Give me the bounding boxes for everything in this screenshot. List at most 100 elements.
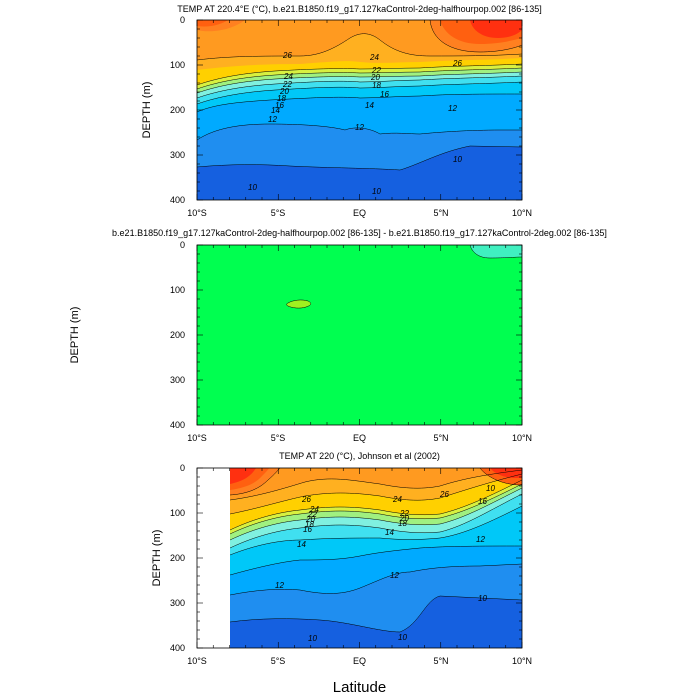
panel-1: TEMP AT 220.4°E (°C), b.e21.B1850.f19_g1… [141, 4, 542, 218]
x-tick-label: 5°S [271, 656, 286, 666]
panel-2-y-ticks: 0 100 200 300 400 [170, 240, 185, 430]
contour-label: 20 [305, 515, 315, 524]
isotherm-5 [197, 75, 522, 99]
band-14 [197, 20, 228, 27]
contour-label: 12 [476, 535, 485, 544]
contour-label: 12 [355, 123, 364, 132]
contour-label: 10 [486, 484, 495, 493]
y-tick-label: 300 [170, 598, 185, 608]
y-tick-label: 400 [170, 643, 185, 653]
contour-label: 18 [305, 520, 314, 529]
band-14 [230, 468, 256, 484]
panel-2-contour-field [197, 245, 522, 425]
contour-label: 16 [380, 90, 389, 99]
isotherm-4 [229, 505, 522, 556]
isotherm-4 [197, 81, 522, 105]
y-tick-label: 100 [170, 508, 185, 518]
x-axis-label: Latitude [333, 679, 386, 696]
panel-3-title: TEMP AT 220 (°C), Johnson et al (2002) [279, 451, 440, 461]
contour-label: 10 [248, 183, 257, 192]
isotherm-3 [197, 93, 522, 113]
contour-label: 12 [268, 115, 277, 124]
panel-2: b.e21.B1850.f19_g17.127kaControl-2deg-ha… [69, 228, 607, 443]
diff-corner [469, 245, 522, 259]
y-tick-label: 300 [170, 375, 185, 385]
isotherm-6 [197, 71, 522, 94]
y-tick-label: 400 [170, 195, 185, 205]
y-tick-label: 300 [170, 150, 185, 160]
contour-label: 24 [309, 505, 319, 514]
panel-2-y-axis-label: DEPTH (m) [69, 307, 81, 364]
x-tick-label: EQ [353, 208, 366, 218]
panel-3-y-axis-label: DEPTH (m) [151, 530, 163, 587]
isotherm-9 [229, 473, 522, 515]
x-tick-label: 5°N [433, 433, 448, 443]
isotherm-10 [429, 20, 522, 53]
contour-label: 26 [439, 490, 449, 499]
contour-label: 12 [275, 581, 284, 590]
isotherm-8 [197, 63, 522, 86]
panel-2-title: b.e21.B1850.f19_g17.127kaControl-2deg-ha… [112, 228, 607, 238]
x-tick-label: 10°S [187, 656, 207, 666]
axis-tick-marks [196, 19, 523, 649]
contour-label: 12 [390, 571, 399, 580]
panel-3-x-ticks: 10°S 5°S EQ 5°N 10°N [187, 656, 532, 666]
contour-label: 18 [398, 519, 407, 528]
y-tick-label: 0 [180, 240, 185, 250]
panel-1-y-ticks: 0 100 200 300 400 [170, 15, 185, 205]
y-tick-label: 400 [170, 420, 185, 430]
contour-label: 24 [283, 72, 293, 81]
contour-label: 22 [399, 509, 409, 518]
diff-background [197, 245, 522, 425]
x-tick-label: EQ [353, 656, 366, 666]
contour-label: 26 [452, 59, 462, 68]
x-tick-label: 5°S [271, 208, 286, 218]
x-tick-label: 10°S [187, 433, 207, 443]
contour-label: 12 [448, 104, 457, 113]
isotherm-6 [229, 487, 522, 541]
contour-label: 22 [307, 510, 317, 519]
band-16 [490, 468, 522, 478]
isotherm-1 [197, 145, 522, 171]
x-tick-label: EQ [353, 433, 366, 443]
panel-1-y-axis-label: DEPTH (m) [141, 82, 153, 139]
y-tick-label: 200 [170, 330, 185, 340]
contour-label: 20 [279, 87, 289, 96]
y-tick-label: 200 [170, 553, 185, 563]
contour-label: 20 [399, 514, 409, 523]
y-tick-label: 0 [180, 15, 185, 25]
contour-label: 22 [282, 80, 292, 89]
y-tick-label: 0 [180, 463, 185, 473]
contour-label: 10 [372, 187, 381, 196]
contour-label: 16 [478, 497, 487, 506]
y-tick-label: 100 [170, 285, 185, 295]
panel-2-x-ticks: 10°S 5°S EQ 5°N 10°N [187, 433, 532, 443]
isotherm-7 [229, 483, 522, 535]
contour-label: 24 [369, 53, 379, 62]
contour-label: 14 [271, 106, 280, 115]
contour-label: 24 [392, 495, 402, 504]
contour-label: 26 [301, 495, 311, 504]
contour-label: 18 [372, 81, 381, 90]
diff-patch [286, 299, 311, 309]
isotherm-2 [229, 563, 522, 596]
x-tick-label: 5°S [271, 433, 286, 443]
isotherm-8 [229, 479, 522, 531]
x-tick-label: 5°N [433, 656, 448, 666]
panel-3: TEMP AT 220 (°C), Johnson et al (2002) [151, 451, 532, 696]
x-tick-label: 10°N [512, 433, 532, 443]
x-tick-label: 10°N [512, 656, 532, 666]
isotherm-7 [197, 67, 522, 90]
x-tick-label: 5°N [433, 208, 448, 218]
panel-1-x-ticks: 10°S 5°S EQ 5°N 10°N [187, 208, 532, 218]
contour-label: 10 [308, 634, 317, 643]
isotherm-5 [229, 493, 522, 549]
contour-label: 14 [365, 101, 374, 110]
contour-label: 10 [398, 633, 407, 642]
contour-label: 10 [453, 155, 462, 164]
x-tick-label: 10°S [187, 208, 207, 218]
x-tick-label: 10°N [512, 208, 532, 218]
panel-1-title: TEMP AT 220.4°E (°C), b.e21.B1850.f19_g1… [177, 4, 541, 14]
isotherm-10 [229, 469, 522, 501]
